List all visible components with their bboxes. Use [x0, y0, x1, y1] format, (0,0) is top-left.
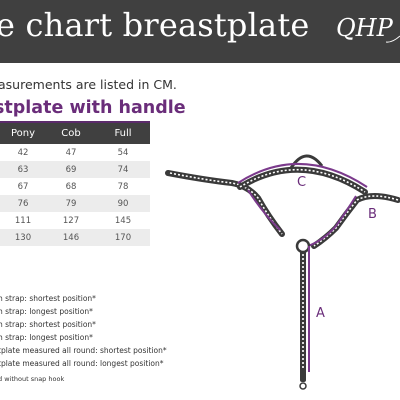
note-line: h strap: shortest position* [0, 294, 96, 303]
brand-logo: QHP [336, 14, 393, 42]
header-bar: e chart breastplate QHP [0, 0, 400, 63]
note-line: h strap: shortest position* [0, 320, 96, 329]
table-cell: 78 [117, 181, 129, 192]
table-row: 76 79 90 [0, 195, 150, 212]
table-cell: 68 [65, 181, 77, 192]
size-table: Pony Cob Full 42 47 54 63 69 74 67 68 78… [0, 123, 150, 246]
label-b: B [368, 207, 377, 222]
note-line: h strap: longest position* [0, 333, 93, 342]
snap-hook-icon [300, 370, 306, 382]
note-line: h strap: longest position* [0, 307, 93, 316]
label-a: A [316, 306, 325, 321]
table-row: 67 68 78 [0, 178, 150, 195]
logo-swoosh-icon [386, 35, 400, 43]
note-line: tplate measured all round: longest posit… [0, 359, 164, 368]
table-header-row: Pony Cob Full [0, 123, 150, 144]
column-header-pony: Pony [0, 123, 46, 144]
table-row: 130 146 170 [0, 229, 150, 246]
left-strap [165, 170, 285, 237]
measurement-notes: h strap: shortest position* h strap: lon… [0, 292, 167, 370]
column-header-cob: Cob [46, 123, 96, 144]
table-cell: 146 [46, 229, 96, 246]
page-title: e chart breastplate [0, 6, 310, 44]
table-cell: 76 [0, 195, 46, 212]
column-header-full: Full [96, 123, 150, 144]
table-cell: 111 [14, 215, 32, 226]
table-row: 63 69 74 [0, 161, 150, 178]
note-line: tplate measured all round: shortest posi… [0, 346, 167, 355]
label-c: C [297, 175, 306, 190]
table-cell: 42 [17, 147, 29, 158]
measure-line-c [237, 162, 368, 188]
table-cell: 69 [46, 161, 96, 178]
table-cell: 145 [114, 215, 132, 226]
table-row: 42 47 54 [0, 144, 150, 161]
footnote: d without snap hook [0, 375, 65, 383]
table-cell: 63 [0, 161, 46, 178]
measurement-unit-note: asurements are listed in CM. [0, 77, 177, 92]
right-strap [311, 193, 400, 249]
table-cell: 130 [0, 229, 46, 246]
table-cell: 54 [117, 147, 129, 158]
table-cell: 47 [65, 147, 77, 158]
heading-divider [0, 121, 150, 123]
table-cell: 170 [96, 229, 150, 246]
center-ring [295, 238, 311, 254]
section-heading: stplate with handle [0, 98, 186, 118]
table-cell: 67 [17, 181, 29, 192]
table-cell: 79 [46, 195, 96, 212]
table-row: 111 127 145 [0, 212, 150, 229]
table-cell: 90 [96, 195, 150, 212]
table-cell: 74 [96, 161, 150, 178]
table-cell: 127 [62, 215, 80, 226]
measure-line-b [307, 195, 357, 247]
